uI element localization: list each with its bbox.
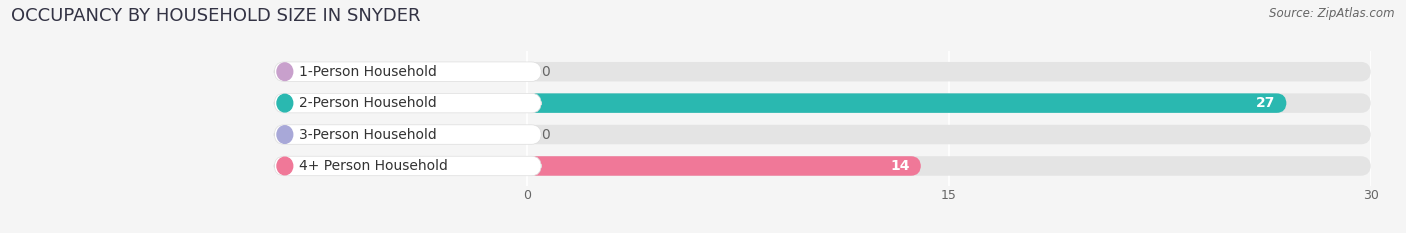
Text: OCCUPANCY BY HOUSEHOLD SIZE IN SNYDER: OCCUPANCY BY HOUSEHOLD SIZE IN SNYDER — [11, 7, 420, 25]
Text: 0: 0 — [541, 65, 550, 79]
FancyBboxPatch shape — [527, 62, 1371, 81]
FancyBboxPatch shape — [274, 125, 541, 144]
Circle shape — [277, 94, 292, 112]
FancyBboxPatch shape — [527, 93, 1286, 113]
Text: 3-Person Household: 3-Person Household — [299, 127, 437, 141]
Text: 27: 27 — [1256, 96, 1275, 110]
Text: 4+ Person Household: 4+ Person Household — [299, 159, 449, 173]
FancyBboxPatch shape — [274, 156, 541, 176]
FancyBboxPatch shape — [527, 93, 1371, 113]
FancyBboxPatch shape — [527, 125, 1371, 144]
FancyBboxPatch shape — [274, 62, 541, 81]
FancyBboxPatch shape — [527, 156, 1371, 176]
FancyBboxPatch shape — [527, 156, 921, 176]
Text: Source: ZipAtlas.com: Source: ZipAtlas.com — [1270, 7, 1395, 20]
Circle shape — [277, 157, 292, 175]
Circle shape — [277, 126, 292, 143]
Text: 2-Person Household: 2-Person Household — [299, 96, 437, 110]
Text: 0: 0 — [541, 127, 550, 141]
FancyBboxPatch shape — [274, 93, 541, 113]
Text: 14: 14 — [890, 159, 910, 173]
Text: 1-Person Household: 1-Person Household — [299, 65, 437, 79]
Circle shape — [277, 63, 292, 80]
